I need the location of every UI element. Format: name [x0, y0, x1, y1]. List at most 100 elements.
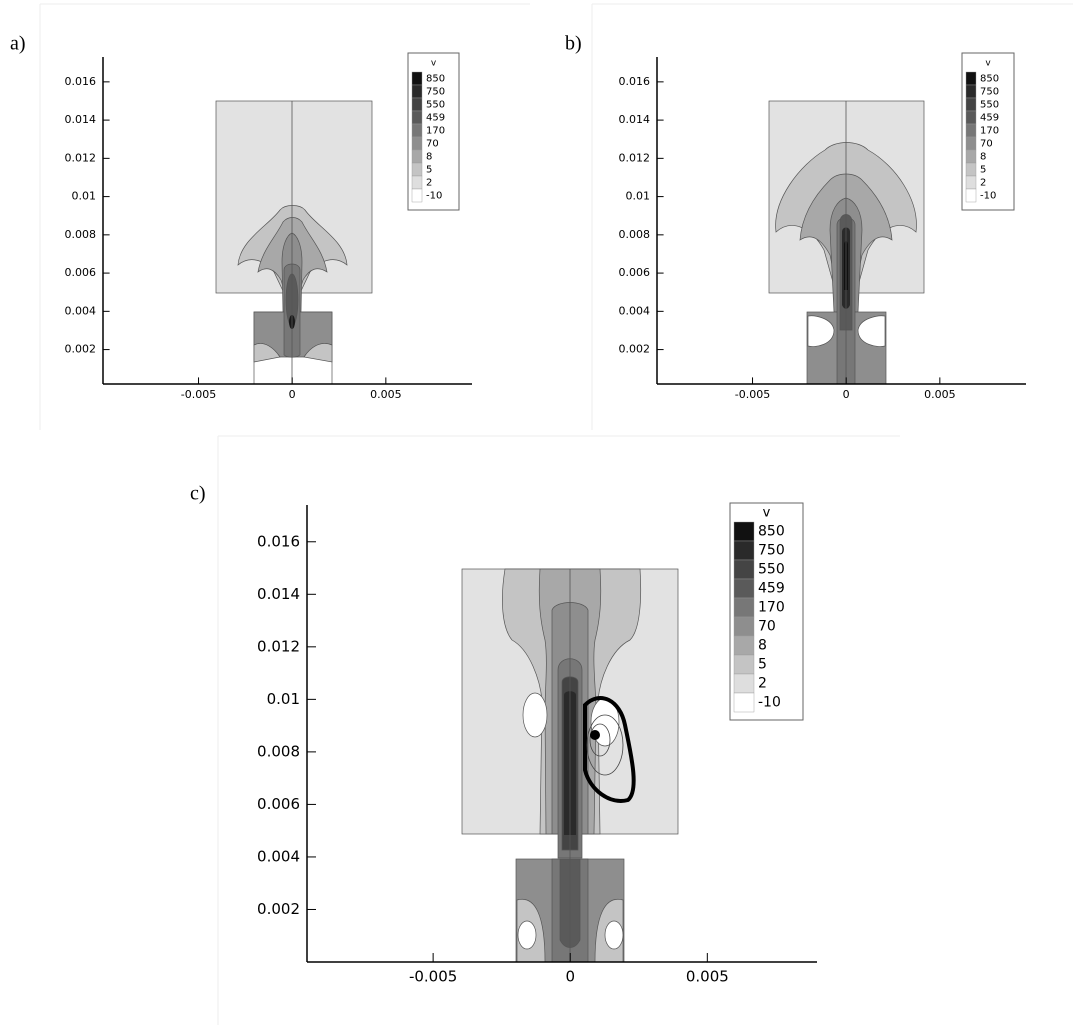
legend-swatch [411, 71, 423, 86]
x-tick-label: 0 [843, 388, 850, 401]
y-tick-label: 0.012 [257, 637, 300, 655]
legend-label: 850 [980, 74, 999, 85]
legend-swatch [733, 597, 755, 618]
legend-label: 170 [426, 126, 445, 137]
y-tick-label: 0.014 [619, 113, 651, 126]
legend-label: 459 [980, 113, 999, 124]
legend-label: -10 [758, 695, 781, 711]
legend-swatch [411, 97, 423, 112]
legend-label: 2 [426, 178, 432, 189]
y-tick-label: 0.004 [65, 304, 97, 317]
legend-title: v [431, 59, 437, 69]
legend-swatch [733, 673, 755, 694]
legend-label: 170 [758, 600, 785, 616]
x-tick-label: 0.005 [370, 388, 402, 401]
contour-field [215, 100, 373, 385]
panel-label: c) [190, 483, 206, 505]
legend-label: 550 [758, 562, 785, 578]
legend-label: 750 [758, 543, 785, 559]
contour-field [461, 568, 679, 963]
legend-label: 550 [980, 100, 999, 111]
legend-swatch [411, 188, 423, 203]
legend-label: 8 [758, 638, 767, 654]
legend-label: -10 [426, 191, 442, 202]
legend-swatch [411, 84, 423, 99]
legend-label: 2 [758, 676, 767, 692]
y-tick-label: 0.012 [619, 151, 651, 164]
legend-swatch [733, 616, 755, 637]
y-tick-label: 0.006 [65, 266, 97, 279]
y-tick-label: 0.002 [65, 343, 97, 356]
legend-label: 5 [758, 657, 767, 673]
panel-label: a) [10, 33, 26, 55]
legend-swatch [733, 692, 755, 713]
y-tick-label: 0.004 [257, 847, 300, 865]
legend-label: 750 [426, 87, 445, 98]
legend-swatch [965, 97, 977, 112]
y-tick-label: 0.006 [619, 266, 651, 279]
legend-label: 5 [980, 165, 986, 176]
y-tick-label: 0.012 [65, 151, 97, 164]
contour-field [768, 100, 925, 385]
x-tick-label: 0.005 [924, 388, 956, 401]
legend-swatch [733, 635, 755, 656]
x-tick-label: 0 [565, 968, 575, 986]
y-tick-label: 0.008 [65, 228, 97, 241]
legend-label: 5 [426, 165, 432, 176]
legend-label: 8 [980, 152, 986, 163]
y-tick-label: 0.004 [619, 304, 651, 317]
y-tick-label: 0.006 [257, 795, 300, 813]
legend-swatch [965, 110, 977, 125]
legend-swatch [965, 123, 977, 138]
y-tick-label: 0.016 [257, 532, 300, 550]
legend-swatch [733, 654, 755, 675]
legend-label: 850 [758, 524, 785, 540]
legend-swatch [411, 149, 423, 164]
legend-label: 459 [426, 113, 445, 124]
legend-title: v [763, 506, 771, 521]
legend-swatch [965, 188, 977, 203]
legend-swatch [965, 162, 977, 177]
y-tick-label: 0.002 [257, 900, 300, 918]
x-tick-label: 0.005 [686, 968, 729, 986]
legend-label: 70 [758, 619, 776, 635]
y-tick-label: 0.016 [65, 75, 97, 88]
legend-swatch [733, 521, 755, 542]
x-tick-label: -0.005 [181, 388, 216, 401]
y-tick-label: 0.01 [72, 190, 97, 203]
y-tick-label: 0.016 [619, 75, 651, 88]
legend-swatch [965, 84, 977, 99]
legend-label: 170 [980, 126, 999, 137]
legend-label: 750 [980, 87, 999, 98]
legend-swatch [411, 162, 423, 177]
legend-swatch [411, 136, 423, 151]
legend-label: 459 [758, 581, 785, 597]
legend-title: v [985, 59, 991, 69]
legend-label: -10 [980, 191, 996, 202]
y-tick-label: 0.008 [619, 228, 651, 241]
legend-swatch [411, 123, 423, 138]
legend-label: 2 [980, 178, 986, 189]
legend-swatch [965, 71, 977, 86]
legend-swatch [411, 175, 423, 190]
legend-label: 850 [426, 74, 445, 85]
y-tick-label: 0.014 [65, 113, 97, 126]
legend-swatch [965, 136, 977, 151]
x-tick-label: 0 [289, 388, 296, 401]
legend-label: 70 [980, 139, 993, 150]
y-tick-label: 0.014 [257, 585, 300, 603]
x-tick-label: -0.005 [409, 968, 457, 986]
legend-label: 70 [426, 139, 439, 150]
panel-label: b) [565, 33, 582, 55]
legend-label: 8 [426, 152, 432, 163]
legend-swatch [733, 578, 755, 599]
y-tick-label: 0.01 [267, 690, 300, 708]
y-tick-label: 0.01 [626, 190, 651, 203]
legend-swatch [733, 559, 755, 580]
x-tick-label: -0.005 [735, 388, 770, 401]
legend-swatch [965, 149, 977, 164]
legend-swatch [965, 175, 977, 190]
legend-swatch [733, 540, 755, 561]
